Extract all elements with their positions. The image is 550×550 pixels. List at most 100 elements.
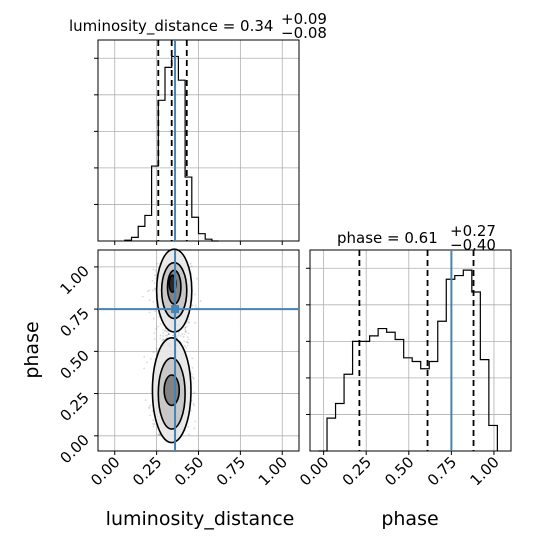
sample-point (189, 262, 192, 265)
sample-point (184, 326, 187, 329)
sample-point (149, 404, 152, 407)
sample-point (177, 332, 180, 335)
sample-point (151, 280, 154, 282)
sample-point (157, 433, 160, 436)
sample-point (152, 268, 155, 271)
sample-point (190, 373, 193, 376)
sample-point (175, 335, 178, 338)
sample-point (186, 341, 189, 343)
sample-point (153, 338, 156, 340)
sample-point (162, 338, 165, 341)
sample-point (187, 426, 190, 428)
x-tick-label: 1.00 (255, 453, 291, 489)
sample-point (150, 357, 152, 360)
sample-point (188, 433, 190, 436)
sample-point (183, 340, 186, 343)
sample-point (188, 322, 191, 324)
sample-point (146, 290, 149, 292)
sample-point (183, 333, 186, 335)
histogram-step (318, 269, 498, 452)
sample-point (156, 262, 159, 265)
sample-point (152, 419, 155, 421)
sample-point (186, 336, 189, 339)
sample-point (141, 295, 144, 298)
sample-point (148, 289, 151, 292)
sample-point (148, 407, 151, 410)
sample-point (143, 367, 146, 370)
panel-background (310, 250, 511, 451)
sample-point (172, 334, 175, 337)
sample-point (192, 377, 195, 380)
x-tick-label: 0.50 (381, 453, 417, 489)
panel-frame (309, 249, 512, 452)
sample-point (187, 321, 190, 323)
sample-point (190, 265, 193, 268)
sample-point (165, 334, 168, 337)
title-phase-sup: +0.27 (450, 222, 496, 240)
x-tick-label: 0.00 (296, 453, 332, 489)
sample-point (153, 282, 156, 285)
sample-point (172, 334, 174, 337)
sample-point (167, 332, 170, 335)
truth-marker (171, 305, 180, 314)
sample-point (162, 335, 165, 337)
contour-level (163, 374, 181, 407)
title-luminosity-distance-sub: −0.08 (281, 24, 327, 42)
title-luminosity-distance: luminosity_distance = 0.34 (69, 17, 273, 36)
sample-point (163, 330, 166, 332)
sample-point (193, 391, 196, 394)
sample-point (155, 277, 157, 280)
sample-point (162, 332, 165, 334)
sample-point (152, 289, 154, 292)
sample-point (159, 337, 162, 340)
title-luminosity-distance-sup: +0.09 (281, 10, 327, 28)
sample-point (149, 414, 151, 417)
sample-point (185, 340, 188, 343)
sample-point (151, 409, 154, 412)
sample-point (152, 422, 154, 425)
sample-point (187, 342, 190, 344)
sample-point (182, 335, 185, 338)
sample-point (167, 333, 170, 335)
panel-phase-vs-luminosity-distance: 0.00 0.25 0.50 0.75 1.000.000.250.500.751.00 (56, 248, 300, 489)
x-tick-label: 0.25 (339, 453, 375, 489)
sample-point (146, 361, 148, 364)
x-tick-label: 0.50 (171, 453, 207, 489)
sample-point (143, 355, 146, 358)
sample-point (152, 425, 155, 428)
panel-frame (97, 39, 300, 242)
y-tick-label: 0.50 (56, 346, 92, 382)
sample-point (191, 304, 194, 307)
sample-point (154, 269, 157, 272)
sample-point (185, 331, 188, 333)
x-tick-label: 0.75 (424, 453, 460, 489)
sample-point (181, 333, 184, 335)
sample-point (184, 326, 187, 329)
sample-point (184, 330, 187, 333)
y-axis-label-phase: phase (21, 321, 43, 378)
sample-point (153, 332, 156, 334)
sample-point (158, 433, 161, 436)
sample-point (148, 299, 151, 302)
sample-point (191, 357, 194, 360)
sample-point (153, 423, 156, 425)
sample-point (192, 377, 195, 379)
sample-point (191, 367, 194, 369)
y-tick-label: 0.00 (56, 431, 92, 467)
sample-point (155, 328, 158, 330)
sample-point (177, 334, 180, 337)
sample-point (167, 333, 170, 335)
sample-point (188, 318, 190, 321)
sample-point (199, 300, 202, 303)
sample-point (162, 339, 165, 341)
sample-point (167, 330, 170, 333)
sample-point (195, 277, 198, 280)
panel-frame (97, 249, 300, 452)
y-tick-label: 0.75 (56, 304, 92, 340)
sample-point (186, 321, 189, 323)
sample-point (148, 311, 151, 314)
sample-point (154, 310, 157, 313)
sample-point (179, 335, 182, 337)
sample-point (159, 323, 162, 325)
sample-point (144, 399, 147, 401)
